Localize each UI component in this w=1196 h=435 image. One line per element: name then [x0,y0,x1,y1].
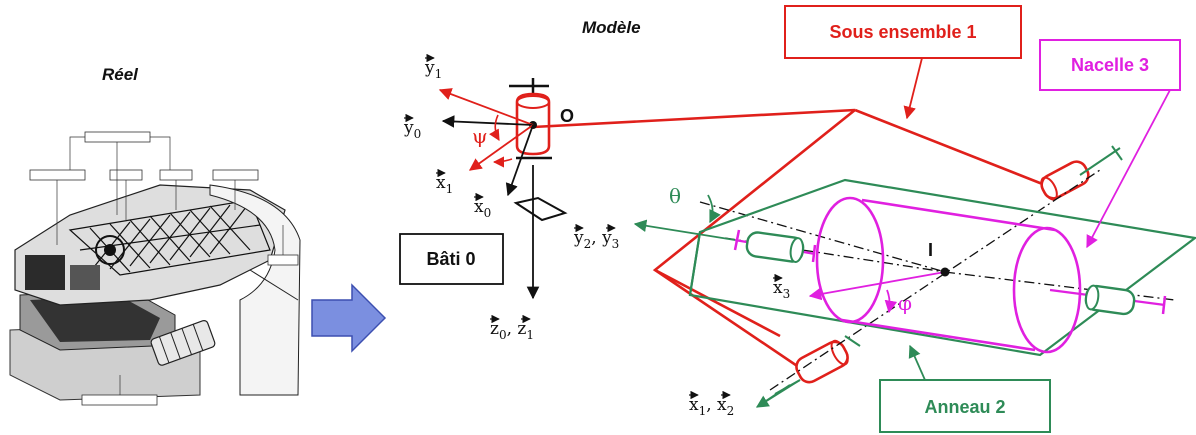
axis-lines [699,169,1176,391]
label-anneau-2: Anneau 2 [879,344,1051,433]
vectors-anneau [633,194,801,408]
vectors-O [438,88,534,197]
right-arrow-icon [311,283,387,353]
angle-theta: θ [669,184,681,208]
point-I-marker [940,267,950,277]
title-real: Réel [102,65,139,84]
svg-text:y1: y1 [424,58,442,81]
vector-label-y0: y0 [403,113,421,141]
svg-text:z0, z1: z0, z1 [490,319,534,342]
svg-text:y2, y3: y2, y3 [573,228,619,251]
sous-ensemble-1-frame [515,92,1090,384]
svg-text:x1: x1 [436,173,453,196]
title-model: Modèle [582,18,641,37]
svg-text:x1, x2: x1, x2 [689,395,734,418]
label-bati: Bâti 0 [399,233,504,285]
angle-psi: ψ [472,124,488,148]
svg-text:x3: x3 [773,278,790,301]
vector-label-y2-y3: y2, y3 [573,223,619,251]
svg-text:Sous ensemble 1: Sous ensemble 1 [829,22,976,42]
label-nacelle-3: Nacelle 3 [1039,39,1181,249]
label-sous-ensemble-1: Sous ensemble 1 [784,5,1022,120]
svg-text:x0: x0 [474,197,491,220]
point-O-label: O [560,106,574,126]
vector-label-z0-z1: z0, z1 [490,314,534,342]
vector-label-x3: x3 [773,273,790,301]
vector-label-x1: x1 [436,168,453,196]
vector-label-x0: x0 [474,192,491,220]
vector-label-y1: y1 [424,53,442,81]
vector-label-x1-x2: x1, x2 [689,390,734,418]
svg-text:Anneau 2: Anneau 2 [924,397,1005,417]
svg-text:Bâti 0: Bâti 0 [426,249,475,269]
svg-text:y0: y0 [403,118,421,141]
angle-phi: φ [898,291,912,315]
point-I-label: I [928,240,933,260]
mechanism-photo-icon [9,131,301,406]
svg-text:Nacelle 3: Nacelle 3 [1071,55,1149,75]
anneau-bearings [745,231,1136,316]
